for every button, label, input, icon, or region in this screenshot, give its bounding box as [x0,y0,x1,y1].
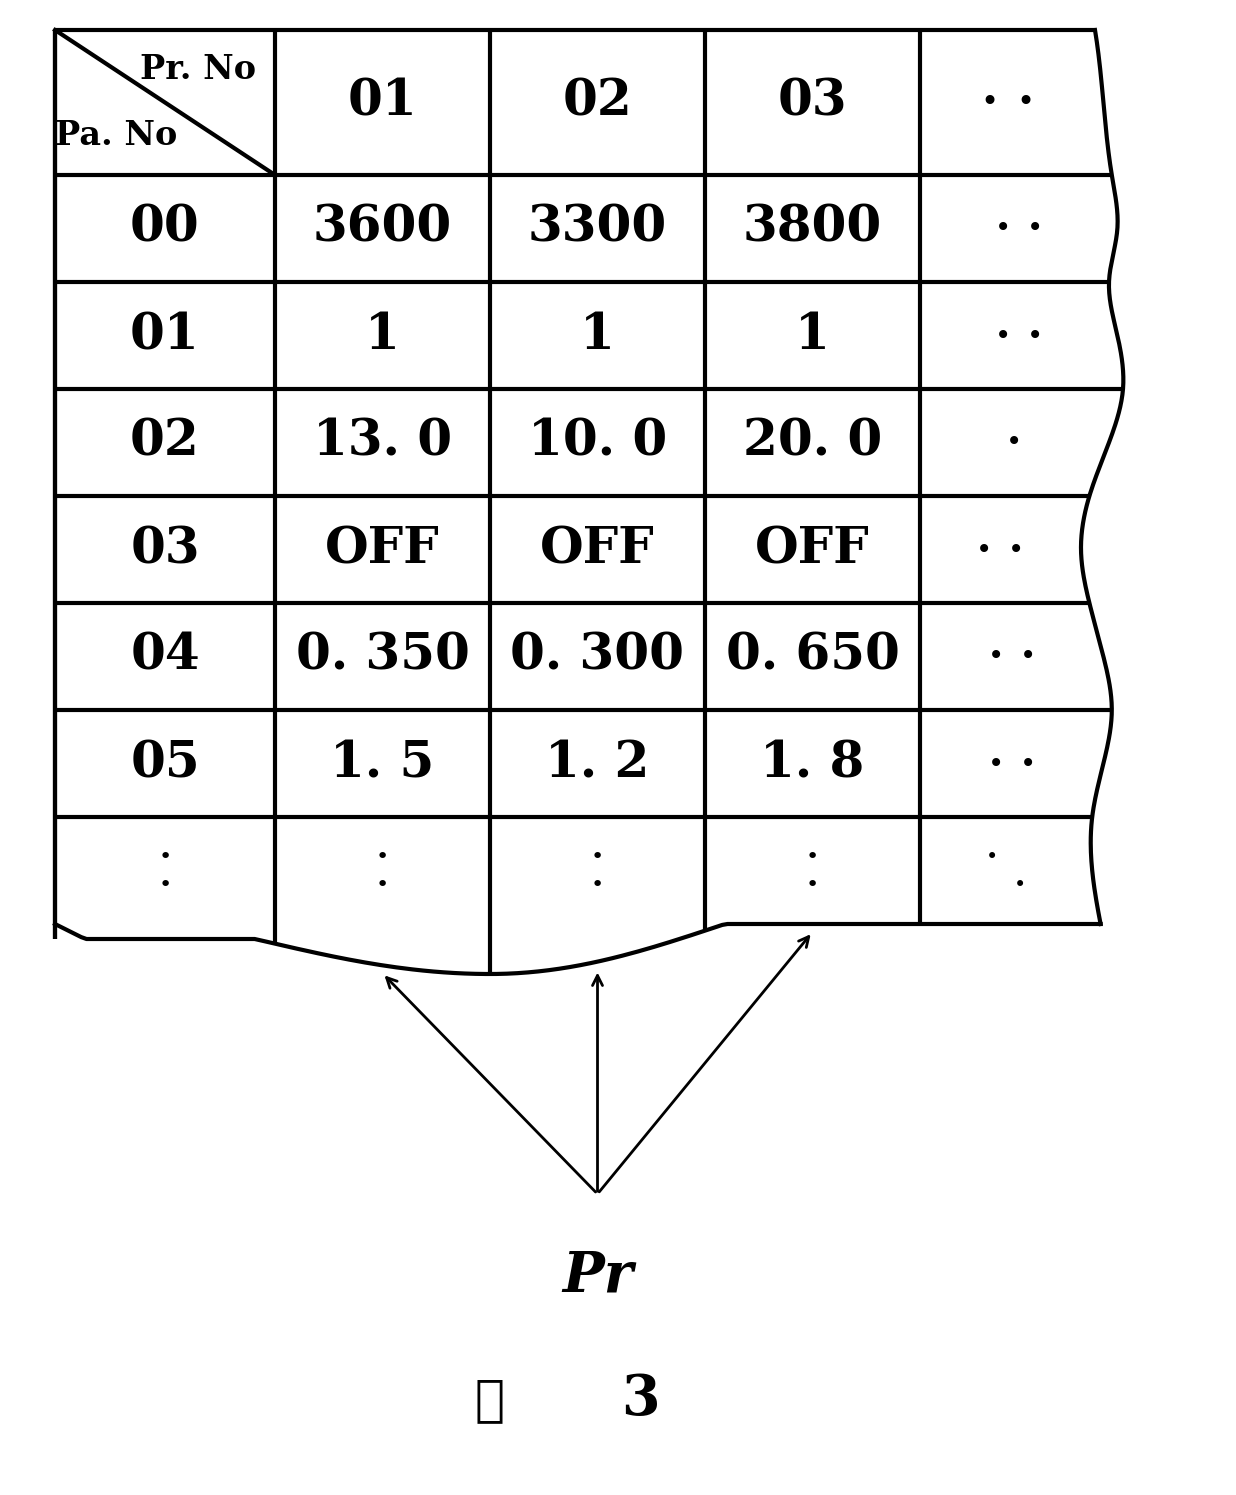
Text: 0. 350: 0. 350 [295,632,470,682]
Text: 04: 04 [130,632,200,682]
Text: Pr: Pr [562,1248,633,1304]
Text: 3: 3 [620,1372,659,1428]
Text: •: • [988,643,1004,670]
Text: •: • [1016,88,1035,117]
Text: OFF: OFF [755,525,870,574]
Text: •: • [1027,214,1043,242]
Text: •: • [986,846,999,867]
Text: 03: 03 [777,78,848,127]
Text: 20. 0: 20. 0 [743,419,883,466]
Text: •: • [980,88,999,117]
Text: •: • [591,875,604,894]
Text: 01: 01 [130,311,200,360]
Text: 1. 8: 1. 8 [760,739,865,788]
Text: 13. 0: 13. 0 [313,419,452,466]
Text: •: • [376,875,389,894]
Text: OFF: OFF [325,525,440,574]
Text: •: • [1020,749,1036,777]
Text: 3800: 3800 [743,203,883,253]
Text: 3300: 3300 [528,203,667,253]
Text: •: • [995,214,1011,242]
Text: 1. 5: 1. 5 [330,739,435,788]
Text: 02: 02 [562,78,633,127]
Text: 02: 02 [130,419,200,466]
Text: 0. 650: 0. 650 [726,632,900,682]
Text: 1: 1 [795,311,829,360]
Text: •: • [988,749,1004,777]
Text: •: • [158,846,172,867]
Text: •: • [1009,535,1025,564]
Text: •: • [995,321,1011,350]
Text: Pa. No: Pa. No [56,120,178,152]
Text: •: • [1006,429,1022,456]
Text: •: • [806,846,819,867]
Text: 0. 300: 0. 300 [510,632,685,682]
Text: •: • [806,875,819,894]
Text: 10. 0: 10. 0 [528,419,667,466]
Text: •: • [1020,643,1036,670]
Text: 図: 図 [475,1375,506,1425]
Text: 03: 03 [130,525,200,574]
Text: 1: 1 [580,311,616,360]
Text: •: • [591,846,604,867]
Text: 01: 01 [347,78,418,127]
Text: 1: 1 [365,311,400,360]
Text: Pr. No: Pr. No [140,52,256,85]
Text: 00: 00 [130,203,200,253]
Text: •: • [376,846,389,867]
Text: 05: 05 [130,739,200,788]
Text: •: • [1027,321,1043,350]
Text: •: • [1014,875,1026,894]
Text: 1. 2: 1. 2 [545,739,650,788]
Text: 3600: 3600 [313,203,452,253]
Text: •: • [976,535,993,564]
Text: •: • [158,875,172,894]
Text: OFF: OFF [540,525,655,574]
